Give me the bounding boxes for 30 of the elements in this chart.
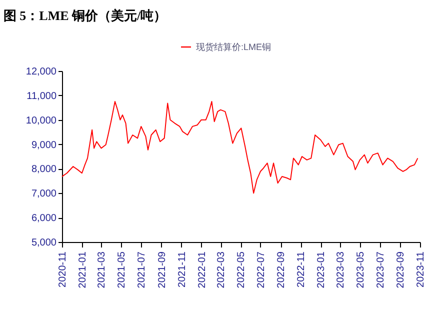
x-tick-label: 2023-01 [316,251,328,288]
x-tick-label: 2021-07 [136,251,148,288]
legend-label: 现货结算价:LME铜 [196,42,272,52]
x-tick-label: 2021-09 [156,251,168,288]
y-tick-label: 12,000 [26,66,57,78]
y-tick-label: 11,000 [26,90,57,102]
x-tick-label: 2023-03 [335,251,346,288]
x-tick-label: 2023-07 [375,251,386,288]
x-tick-label: 2023-09 [396,251,407,288]
line-series [62,101,418,194]
y-tick-label: 6,000 [31,213,57,224]
y-tick-label: 8,000 [31,164,57,176]
x-tick-label: 2021-05 [116,251,128,288]
x-tick-label: 2021-03 [96,251,108,288]
y-tick-label: 7,000 [31,188,57,200]
x-tick-label: 2022-03 [216,251,228,288]
y-tick-label: 9,000 [31,140,57,151]
x-tick-label: 2021-11 [176,251,188,288]
x-tick-label: 2022-11 [296,251,308,288]
y-tick-label: 5,000 [31,238,57,248]
x-tick-label: 2022-01 [196,251,208,288]
x-tick-label: 2023-11 [416,251,426,288]
x-tick-label: 2023-05 [355,251,366,288]
x-tick-label: 2020-11 [58,251,68,288]
x-tick-label: 2021-01 [77,251,88,288]
chart-title: 图 5：LME 铜价（美元/吨） [3,8,167,23]
x-tick-label: 2022-09 [276,251,288,288]
x-tick-label: 2022-07 [256,251,267,288]
y-tick-label: 10,000 [26,115,57,126]
x-tick-label: 2022-05 [236,251,248,288]
